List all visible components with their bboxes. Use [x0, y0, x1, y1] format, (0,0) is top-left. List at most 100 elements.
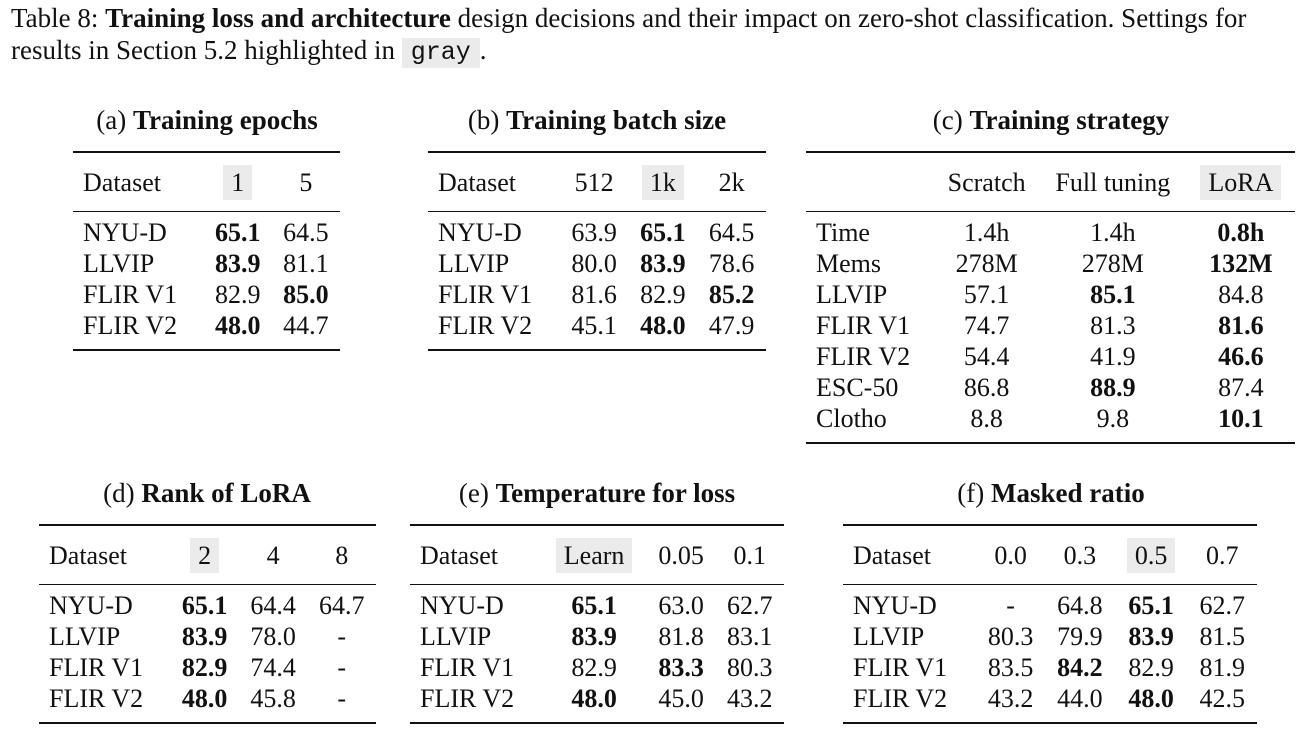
table-cell: -: [337, 653, 347, 682]
table-cell: 81.3: [1090, 311, 1136, 340]
table-cell: 82.9: [214, 280, 261, 309]
subtable-e-heading: Temperature for loss: [495, 478, 736, 508]
subtable-c-letter: (c): [932, 105, 963, 135]
highlighted-column-label: Learn: [555, 537, 633, 573]
table-cell: 80.0: [571, 249, 617, 278]
table-row: FLIR V2 43.2 44.0 48.0 42.5: [843, 683, 1257, 724]
table-cell: 0.8h: [1217, 218, 1265, 247]
table-cell: 64.4: [250, 591, 296, 620]
row-label: FLIR V2: [410, 683, 542, 724]
table-cell: 85.0: [283, 280, 329, 309]
table-cell: 1.4h: [1090, 218, 1136, 247]
table-cell: 45.1: [559, 310, 629, 351]
column-header: Full tuning: [1039, 151, 1187, 212]
column-label: 0.1: [733, 540, 766, 570]
row-label: FLIR V1: [438, 280, 533, 309]
table-row: FLIR V1 82.9 85.0: [73, 279, 340, 310]
subtable-a: Dataset 1 5 NYU-D 65.1 64.5 LLVIP 83.9 81.1 FLIR …: [73, 151, 340, 351]
table-cell: 44.7: [271, 310, 340, 351]
header-row: Dataset 2 4 8: [39, 524, 376, 585]
table-cell: 62.7: [1199, 591, 1246, 620]
column-label: 5: [299, 167, 313, 197]
subtable-a-heading: Training epochs: [132, 105, 318, 135]
row-label: ESC-50: [816, 373, 899, 402]
table-cell: 83.5: [987, 653, 1034, 682]
subtable-b-letter: (b): [467, 105, 500, 135]
column-header: 0.7: [1187, 524, 1257, 585]
highlighted-column-label: 0.5: [1126, 537, 1176, 573]
highlighted-column-label: 1: [223, 164, 253, 200]
table-cell: 84.2: [1057, 653, 1103, 682]
caption-end: .: [479, 35, 487, 65]
column-header: 0.05: [646, 524, 716, 585]
column-label: 0.05: [658, 540, 704, 570]
row-label: FLIR V1: [420, 653, 515, 682]
row-label: FLIR V2: [843, 683, 976, 724]
row-label: NYU-D: [49, 591, 133, 620]
table-cell: 65.1: [571, 591, 617, 620]
column-label: Scratch: [947, 167, 1026, 197]
column-label: Dataset: [420, 540, 498, 570]
column-header: 0.1: [715, 524, 784, 585]
row-label: NYU-D: [420, 591, 504, 620]
subtable-e-letter: (e): [458, 478, 489, 508]
table-cell: 65.1: [181, 591, 228, 620]
table-cell: 80.3: [987, 622, 1034, 651]
column-header: LoRA: [1186, 151, 1295, 212]
table-cell: 57.1: [963, 280, 1010, 309]
table-cell: 81.6: [1218, 311, 1264, 340]
table-cell: 81.5: [1199, 622, 1246, 651]
table-cell: 83.1: [726, 622, 773, 651]
subtable-a-letter: (a): [96, 105, 127, 135]
table-cell: 132M: [1209, 249, 1273, 278]
row-label: LLVIP: [49, 622, 121, 651]
table-cell: 44.0: [1045, 683, 1115, 724]
row-label-header: Dataset: [843, 524, 976, 585]
table-row: Clotho 8.8 9.8 10.1: [806, 403, 1295, 444]
row-label-header: Dataset: [428, 151, 560, 212]
table-cell: 1.4h: [963, 218, 1010, 247]
highlighted-column-label: 1k: [641, 164, 684, 200]
subtable-f-heading: Masked ratio: [991, 478, 1145, 508]
column-header: 4: [238, 524, 308, 585]
column-header: 0.0: [975, 524, 1046, 585]
table-cell: 48.0: [541, 683, 647, 724]
subtable-d-heading: Rank of LoRA: [141, 478, 311, 508]
table-cell: 41.9: [1090, 342, 1136, 371]
table-cell: 65.1: [214, 218, 261, 247]
row-label-header: [806, 151, 935, 212]
column-header: 1: [203, 151, 272, 212]
subtable-e: Dataset Learn 0.05 0.1 NYU-D 65.1 63.0 62.7 LLVI…: [410, 524, 784, 724]
table-row: FLIR V1 82.9 74.4 -: [39, 652, 376, 683]
table-cell: 45.0: [646, 683, 716, 724]
subtable-f: Dataset 0.0 0.3 0.5 0.7 NYU-D -64.8 65.1 62.7 LLV…: [843, 524, 1257, 724]
table-row: ESC-50 86.8 88.9 87.4: [806, 372, 1295, 403]
table-cell: 86.8: [963, 373, 1010, 402]
row-label: NYU-D: [83, 218, 167, 247]
column-header: 2: [170, 524, 239, 585]
row-label: FLIR V1: [853, 653, 948, 682]
table-cell: 48.0: [203, 310, 272, 351]
subtable-b: Dataset 512 1k 2k NYU-D 63.9 65.1 64.5 LLVIP 80.0…: [428, 151, 766, 351]
column-label: 8: [335, 540, 349, 570]
header-row: Dataset 512 1k 2k: [428, 151, 766, 212]
row-label: LLVIP: [420, 622, 492, 651]
table-row: FLIR V1 81.6 82.9 85.2: [428, 279, 766, 310]
table-cell: -: [1006, 591, 1015, 620]
table-row: LLVIP 83.9 81.1: [73, 248, 340, 279]
subtable-e-title: (e) Temperature for loss: [459, 477, 735, 509]
table-cell: 83.3: [658, 653, 704, 682]
column-label: Dataset: [49, 540, 127, 570]
table-cell: 278M: [1081, 249, 1144, 278]
table-row: NYU-D 65.1 64.4 64.7: [39, 585, 376, 622]
table-cell: 82.9: [640, 280, 686, 309]
table-cell: 82.9: [181, 653, 228, 682]
column-header: 8: [307, 524, 376, 585]
row-label-header: Dataset: [73, 151, 204, 212]
header-row: Scratch Full tuning LoRA: [806, 151, 1295, 212]
column-header: 2k: [697, 151, 766, 212]
table-cell: 78.6: [708, 249, 755, 278]
table-cell: 83.9: [1128, 622, 1174, 651]
table-cell: 54.4: [963, 342, 1010, 371]
row-label: Time: [816, 218, 870, 247]
